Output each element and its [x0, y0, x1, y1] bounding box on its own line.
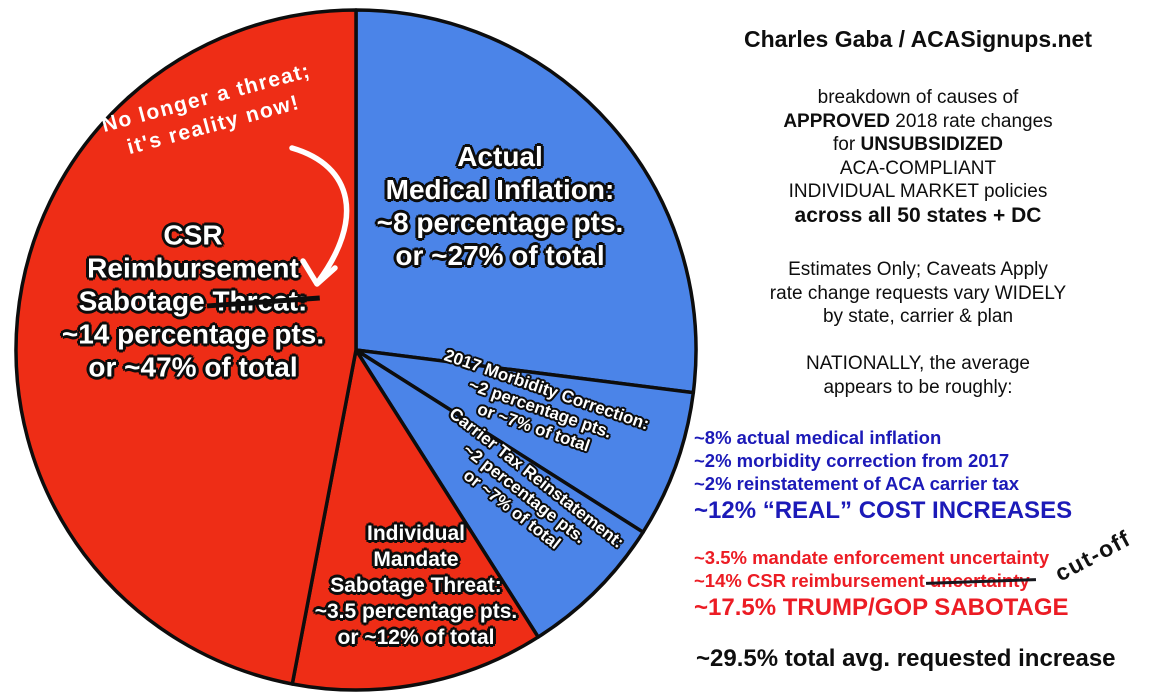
label-text: Sabotage: [78, 285, 213, 317]
slice-label-actual-medical-inflation: Actual Medical Inflation: ~8 percentage …: [377, 140, 624, 272]
label-line: ~3.5 percentage pts.: [314, 600, 518, 623]
breakdown-item: ~2% morbidity correction from 2017: [694, 450, 1010, 471]
emphasis-approved: APPROVED: [783, 110, 890, 132]
about-line: breakdown of causes of: [817, 87, 1019, 108]
label-line: Medical Inflation:: [385, 174, 615, 205]
text-panel: Charles Gaba / ACASignups.net breakdown …: [690, 0, 1146, 700]
real-cost-subtotal: ~12% “REAL” COST INCREASES: [694, 497, 1073, 524]
label-line: Sabotage Threat:: [62, 285, 324, 318]
caveat-line: Estimates Only; Caveats Apply: [788, 259, 1048, 280]
total-average-line: ~29.5% total avg. requested increase: [696, 645, 1116, 672]
sabotage-breakdown-list: ~3.5% mandate enforcement uncertainty ~1…: [694, 546, 1069, 621]
about-line-states: across all 50 states + DC: [794, 203, 1042, 227]
breakdown-item: ~8% actual medical inflation: [694, 427, 942, 448]
slice-label-csr-reimbursement: CSR Reimbursement Sabotage Threat: ~14 p…: [62, 219, 324, 384]
caveats-block: Estimates Only; Caveats Apply rate chang…: [690, 258, 1146, 329]
label-line: Individual: [366, 522, 466, 545]
label-line: Mandate: [373, 548, 459, 571]
about-line: APPROVED 2018 rate changes: [690, 110, 1146, 134]
breakdown-item: ~14% CSR reimbursement uncertainty: [694, 569, 1069, 592]
about-line: for UNSUBSIDIZED: [690, 133, 1146, 157]
about-text: 2018 rate changes: [889, 110, 1053, 132]
source-title: Charles Gaba / ACASignups.net: [743, 26, 1093, 52]
breakdown-text: ~14% CSR reimbursement: [694, 570, 930, 591]
struck-word-threat: Threat:: [212, 285, 308, 317]
label-line: ~8 percentage pts.: [376, 207, 624, 238]
struck-word-uncertainty: uncertainty: [929, 570, 1030, 591]
label-line: CSR: [163, 219, 223, 251]
caveat-line: by state, carrier & plan: [822, 306, 1014, 327]
about-text: for: [833, 134, 861, 155]
emphasis-unsubsidized: UNSUBSIDIZED: [860, 134, 1003, 155]
caveat-line: rate change requests vary WIDELY: [769, 282, 1067, 304]
label-line: or ~47% of total: [88, 351, 298, 383]
label-line: Actual: [457, 141, 543, 172]
about-block: breakdown of causes of APPROVED 2018 rat…: [690, 86, 1146, 227]
breakdown-item: ~2% reinstatement of ACA carrier tax: [694, 473, 1020, 494]
breakdown-item: ~3.5% mandate enforcement uncertainty: [694, 547, 1050, 568]
label-line: Sabotage Threat:: [330, 574, 502, 597]
label-line: ~14 percentage pts.: [61, 318, 325, 350]
label-line: Reimbursement: [87, 252, 299, 284]
about-line: INDIVIDUAL MARKET policies: [788, 181, 1048, 202]
slice-label-individual-mandate: Individual Mandate Sabotage Threat: ~3.5…: [315, 521, 518, 651]
real-cost-breakdown-list: ~8% actual medical inflation ~2% morbidi…: [694, 426, 1072, 524]
label-line: or ~12% of total: [337, 626, 495, 649]
sabotage-subtotal: ~17.5% TRUMP/GOP SABOTAGE: [694, 594, 1069, 621]
nationally-block: NATIONALLY, the average appears to be ro…: [690, 352, 1146, 399]
handwritten-note: No longer a threat; it's reality now!: [99, 57, 321, 167]
nationally-line: NATIONALLY, the average: [806, 353, 1030, 374]
label-line: or ~27% of total: [395, 240, 605, 271]
nationally-line: appears to be roughly:: [823, 376, 1013, 398]
about-line: ACA-COMPLIANT: [839, 157, 997, 179]
